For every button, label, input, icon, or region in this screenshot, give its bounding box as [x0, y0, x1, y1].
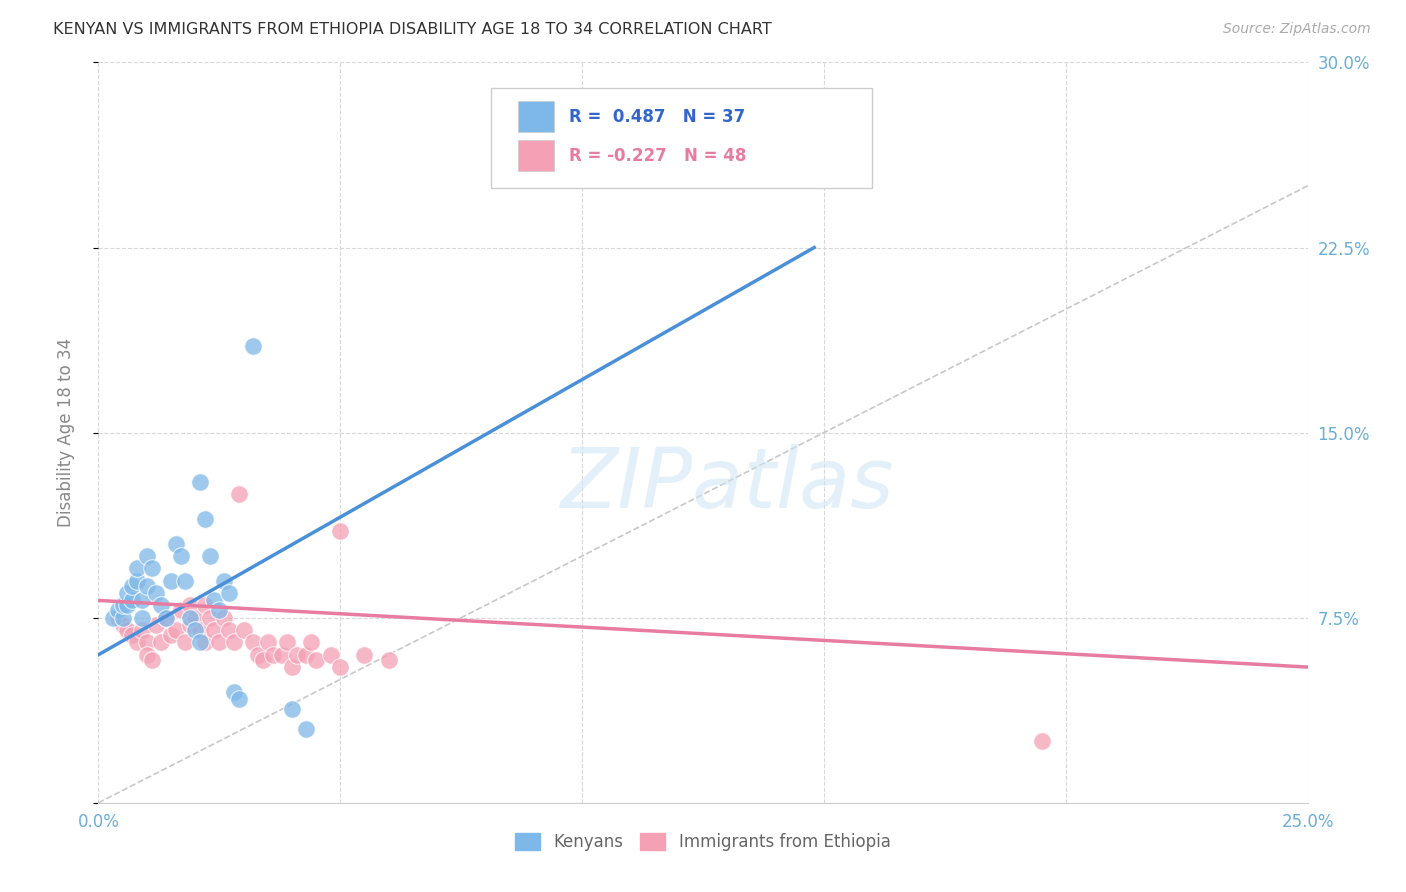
Point	[179, 610, 201, 624]
Point	[165, 536, 187, 550]
Point	[117, 599, 139, 613]
Point	[135, 648, 157, 662]
FancyBboxPatch shape	[492, 88, 872, 188]
Point	[127, 635, 149, 649]
Point	[281, 702, 304, 716]
Point	[179, 599, 201, 613]
Point	[111, 610, 134, 624]
Point	[208, 603, 231, 617]
Point	[141, 561, 163, 575]
Point	[353, 648, 375, 662]
Point	[121, 593, 143, 607]
Point	[295, 648, 318, 662]
Point	[179, 618, 201, 632]
Point	[169, 603, 191, 617]
Point	[194, 599, 217, 613]
Point	[299, 635, 322, 649]
Text: Source: ZipAtlas.com: Source: ZipAtlas.com	[1223, 22, 1371, 37]
Point	[155, 610, 177, 624]
Point	[329, 660, 352, 674]
Point	[281, 660, 304, 674]
Point	[145, 618, 167, 632]
Point	[165, 623, 187, 637]
Text: ZIPatlas: ZIPatlas	[561, 444, 894, 525]
FancyBboxPatch shape	[517, 101, 554, 132]
Point	[141, 653, 163, 667]
Point	[131, 610, 153, 624]
Point	[319, 648, 342, 662]
Point	[174, 635, 197, 649]
Point	[247, 648, 270, 662]
Text: KENYAN VS IMMIGRANTS FROM ETHIOPIA DISABILITY AGE 18 TO 34 CORRELATION CHART: KENYAN VS IMMIGRANTS FROM ETHIOPIA DISAB…	[53, 22, 772, 37]
Point	[121, 628, 143, 642]
Point	[194, 635, 217, 649]
Point	[218, 586, 240, 600]
Point	[212, 610, 235, 624]
Point	[135, 549, 157, 563]
Point	[208, 635, 231, 649]
Point	[228, 487, 250, 501]
Point	[107, 610, 129, 624]
Point	[101, 610, 124, 624]
Text: R = -0.227   N = 48: R = -0.227 N = 48	[569, 147, 747, 165]
Point	[242, 339, 264, 353]
Point	[204, 593, 226, 607]
Point	[184, 610, 207, 624]
Point	[117, 586, 139, 600]
Point	[1031, 734, 1053, 748]
Point	[242, 635, 264, 649]
Point	[194, 512, 217, 526]
Y-axis label: Disability Age 18 to 34: Disability Age 18 to 34	[56, 338, 75, 527]
Point	[252, 653, 274, 667]
Point	[160, 574, 183, 588]
Point	[222, 635, 245, 649]
Point	[232, 623, 254, 637]
Point	[188, 475, 211, 489]
Legend: Kenyans, Immigrants from Ethiopia: Kenyans, Immigrants from Ethiopia	[509, 826, 897, 857]
Point	[127, 561, 149, 575]
Point	[188, 635, 211, 649]
Point	[222, 685, 245, 699]
Point	[188, 623, 211, 637]
Point	[377, 653, 399, 667]
Point	[184, 623, 207, 637]
Point	[198, 610, 221, 624]
Point	[131, 623, 153, 637]
Point	[228, 692, 250, 706]
Point	[127, 574, 149, 588]
Point	[276, 635, 298, 649]
Point	[295, 722, 318, 736]
Point	[150, 635, 173, 649]
Point	[271, 648, 294, 662]
Point	[155, 610, 177, 624]
Point	[169, 549, 191, 563]
Point	[204, 623, 226, 637]
Point	[145, 586, 167, 600]
FancyBboxPatch shape	[517, 140, 554, 171]
Point	[305, 653, 328, 667]
Point	[111, 618, 134, 632]
Point	[135, 635, 157, 649]
Point	[131, 593, 153, 607]
Point	[121, 579, 143, 593]
Point	[218, 623, 240, 637]
Point	[117, 623, 139, 637]
Point	[212, 574, 235, 588]
Point	[329, 524, 352, 539]
Point	[285, 648, 308, 662]
Point	[107, 603, 129, 617]
Point	[262, 648, 284, 662]
Point	[135, 579, 157, 593]
Point	[174, 574, 197, 588]
Point	[160, 628, 183, 642]
Point	[198, 549, 221, 563]
Point	[256, 635, 278, 649]
Point	[111, 599, 134, 613]
Text: R =  0.487   N = 37: R = 0.487 N = 37	[569, 108, 745, 126]
Point	[150, 599, 173, 613]
